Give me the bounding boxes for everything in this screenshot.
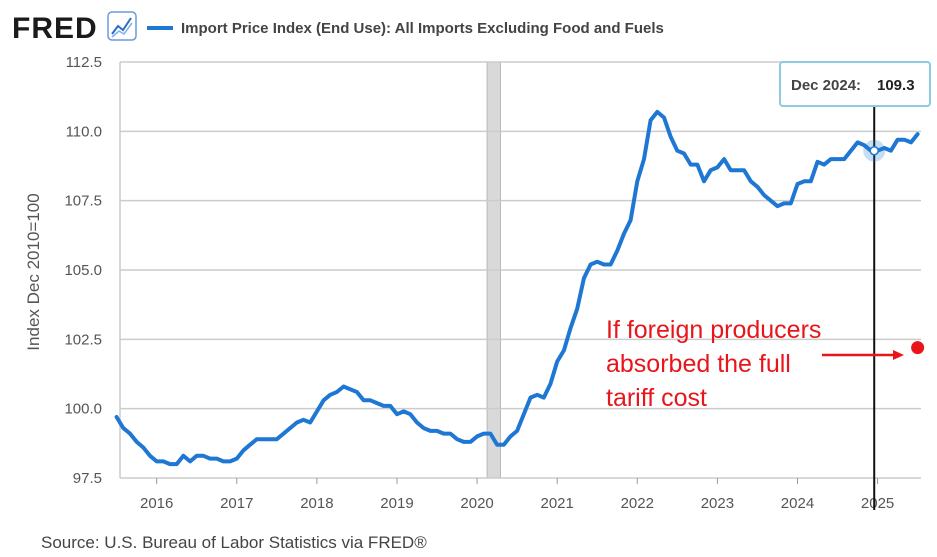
annotation: If foreign producers absorbed the full t… xyxy=(606,316,925,412)
x-tick-label: 2022 xyxy=(621,495,654,512)
y-tick-label: 105.0 xyxy=(64,262,102,279)
series-line[interactable] xyxy=(114,109,920,467)
x-tick-label: 2017 xyxy=(220,495,253,512)
x-tick-label: 2016 xyxy=(140,495,173,512)
x-tick-label: 2020 xyxy=(460,495,493,512)
y-tick-label: 100.0 xyxy=(64,401,102,418)
annotation-marker xyxy=(911,341,925,355)
y-tick-label: 102.5 xyxy=(64,331,102,348)
annotation-line-2: absorbed the full xyxy=(606,350,791,378)
y-tick-label: 97.5 xyxy=(73,470,102,487)
tooltip: Dec 2024: 109.3 xyxy=(779,61,931,107)
source-note: Source: U.S. Bureau of Labor Statistics … xyxy=(41,533,427,552)
y-tick-label: 107.5 xyxy=(64,193,102,210)
y-tick-label: 112.5 xyxy=(66,54,102,71)
chart-line-icon xyxy=(107,11,137,41)
x-tick-label: 2025 xyxy=(861,495,894,512)
y-axis-label: Index Dec 2010=100 xyxy=(24,193,43,350)
annotation-line-1: If foreign producers xyxy=(606,316,821,344)
y-axis-ticks: 97.5 100.0 102.5 105.0 107.5 110.0 112.5 xyxy=(64,54,102,487)
x-tick-label: 2023 xyxy=(701,495,734,512)
tooltip-point[interactable] xyxy=(869,145,879,156)
y-tick-label: 110.0 xyxy=(66,123,102,140)
x-axis-ticks: 2016 2017 2018 2019 2020 2021 2022 2023 2024 2025 xyxy=(140,478,894,512)
legend-label: Import Price Index (End Use): All Import… xyxy=(181,20,664,37)
tooltip-value: 109.3 xyxy=(877,77,915,94)
series-points xyxy=(117,112,918,464)
x-tick-label: 2024 xyxy=(781,495,814,512)
x-tick-label: 2021 xyxy=(540,495,573,512)
fred-logo[interactable]: FRED xyxy=(12,11,137,45)
tooltip-label: Dec 2024: xyxy=(791,77,861,94)
fred-logo-text: FRED xyxy=(12,12,98,45)
grid-lines xyxy=(119,61,921,479)
x-tick-label: 2019 xyxy=(380,495,413,512)
legend: Import Price Index (End Use): All Import… xyxy=(147,20,664,37)
x-tick-label: 2018 xyxy=(300,495,333,512)
annotation-line-3: tariff cost xyxy=(606,384,707,412)
annotation-arrow-head xyxy=(893,350,904,360)
